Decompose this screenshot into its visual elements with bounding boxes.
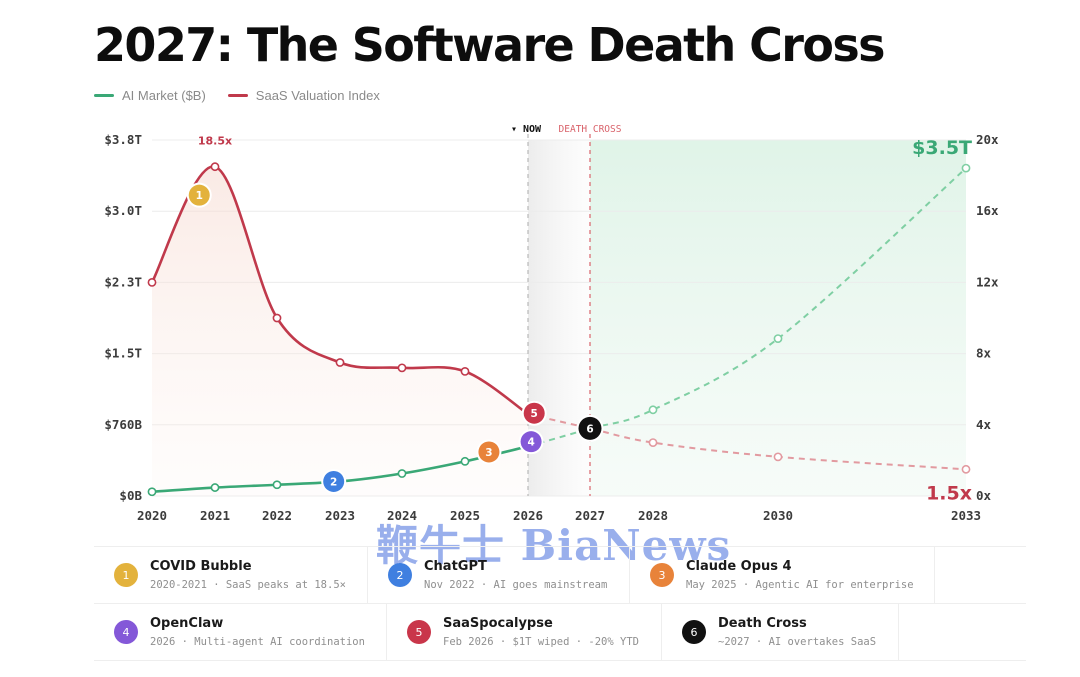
event-row: 1 COVID Bubble 2020-2021 · SaaS peaks at… <box>94 546 1026 603</box>
event-badge: 6 <box>682 620 706 644</box>
event-card-claude-opus-4[interactable]: 3 Claude Opus 4 May 2025 · Agentic AI fo… <box>630 547 935 603</box>
event-title: COVID Bubble <box>150 559 252 574</box>
watermark: 鞭牛士 BiaNews <box>376 521 732 570</box>
saas-index-point <box>460 366 470 376</box>
y-right-tick-label: 20x <box>976 132 999 147</box>
legend-swatch-saas-index <box>227 94 248 97</box>
x-tick-label: 2021 <box>200 508 230 523</box>
x-tick-label: 2028 <box>638 508 668 523</box>
y-right-tick-label: 4x <box>976 417 992 432</box>
x-tick-label: 2027 <box>575 508 605 523</box>
event-title: ChatGPT <box>424 559 487 574</box>
ai-market-point <box>648 405 658 415</box>
death-cross-chart: ▾ NOW DEATH CROSS $0B $760B $1.5T $2.3T $3.0T $… <box>104 124 999 523</box>
event-badge-5 <box>523 402 545 424</box>
x-tick-label: 2022 <box>262 508 292 523</box>
ai-market-point <box>210 483 220 492</box>
ai-end-value-annotation: $3.5T <box>912 137 972 159</box>
event-badge-2 <box>323 470 345 492</box>
event-badge-number: 6 <box>586 423 593 435</box>
event-badge-number: 2 <box>330 476 337 488</box>
y-left-tick-label: $3.0T <box>104 203 142 218</box>
event-description: Feb 2026 · $1T wiped · -20% YTD <box>443 636 639 648</box>
legend-label-ai-market: AI Market ($B) <box>122 88 206 103</box>
event-card-saaspocalypse[interactable]: 5 SaaSpocalypse Feb 2026 · $1T wiped · -… <box>387 604 662 660</box>
y-left-tick-label: $760B <box>104 417 142 432</box>
y-right-tick-label: 12x <box>976 274 999 289</box>
event-badge-1 <box>188 184 210 206</box>
legend-label-saas-index: SaaS Valuation Index <box>255 88 380 103</box>
event-badge: 1 <box>114 563 138 587</box>
event-card-covid-bubble[interactable]: 1 COVID Bubble 2020-2021 · SaaS peaks at… <box>94 547 368 603</box>
x-tick-label: 2020 <box>137 508 167 523</box>
ai-market-point <box>272 480 282 490</box>
y-left-tick-label: $3.8T <box>104 132 142 147</box>
event-badge-3 <box>478 441 500 463</box>
projection-region <box>590 140 966 496</box>
event-description: May 2025 · Agentic AI for enterprise <box>686 579 914 591</box>
y-right-tick-label: 16x <box>976 203 999 218</box>
ai-market-point <box>773 334 783 344</box>
event-description: 2026 · Multi-agent AI coordination <box>150 636 365 648</box>
death-cross-marker-label: DEATH CROSS <box>559 124 622 135</box>
legend-item-ai-market[interactable]: AI Market ($B) <box>94 88 206 103</box>
saas-area-fill <box>152 166 528 496</box>
event-badge: 5 <box>407 620 431 644</box>
saas-index-point <box>773 452 783 462</box>
saas-index-point <box>961 464 971 474</box>
x-tick-label: 2030 <box>763 508 793 523</box>
event-title: OpenClaw <box>150 616 224 631</box>
event-badge: 2 <box>388 563 412 587</box>
event-badge-number: 1 <box>196 190 203 202</box>
event-title: SaaSpocalypse <box>443 616 553 631</box>
saas-end-value-annotation: 1.5x <box>926 482 972 504</box>
ai-market-point <box>147 487 157 497</box>
saas-index-point <box>147 277 157 287</box>
saas-index-point <box>210 162 220 172</box>
event-row: 4 OpenClaw 2026 · Multi-agent AI coordin… <box>94 603 1026 661</box>
saas-index-point <box>648 438 658 447</box>
event-title: Death Cross <box>718 616 807 631</box>
event-title: Claude Opus 4 <box>686 559 792 574</box>
event-badge-number: 3 <box>485 447 492 459</box>
x-tick-label: 2026 <box>513 508 543 523</box>
page-title: 2027: The Software Death Cross <box>94 18 886 72</box>
ai-market-point <box>397 469 407 478</box>
event-description: ~2027 · AI overtakes SaaS <box>718 636 877 648</box>
legend-item-saas-index[interactable]: SaaS Valuation Index <box>227 88 380 103</box>
x-tick-label: 2025 <box>450 508 480 523</box>
event-badge-6 <box>578 416 602 440</box>
saas-index-actual-line <box>150 165 530 416</box>
y-left-tick-label: $2.3T <box>104 274 142 289</box>
event-description: Nov 2022 · AI goes mainstream <box>424 579 608 591</box>
event-badge-number: 4 <box>527 437 534 449</box>
event-badge: 4 <box>114 620 138 644</box>
saas-index-point <box>397 363 407 373</box>
event-description: 2020-2021 · SaaS peaks at 18.5× <box>150 579 346 591</box>
ai-market-point <box>961 163 971 173</box>
y-left-tick-label: $1.5T <box>104 346 142 361</box>
event-card-chatgpt[interactable]: 2 ChatGPT Nov 2022 · AI goes mainstream <box>368 547 630 603</box>
x-tick-label: 2024 <box>387 508 417 523</box>
ai-market-point <box>460 456 470 466</box>
event-card-openclaw[interactable]: 4 OpenClaw 2026 · Multi-agent AI coordin… <box>94 604 387 660</box>
event-badge-number: 5 <box>531 408 538 420</box>
peak-annotation: 18.5x <box>198 135 232 148</box>
y-right-tick-label: 8x <box>976 346 992 361</box>
x-tick-label: 2033 <box>951 508 981 523</box>
y-right-tick-label: 0x <box>976 488 992 503</box>
event-badge-4 <box>520 431 542 453</box>
event-badge: 3 <box>650 563 674 587</box>
now-marker-label: ▾ NOW <box>511 124 542 135</box>
saas-index-point <box>272 313 282 323</box>
legend-swatch-ai-market <box>94 94 114 97</box>
event-card-death-cross[interactable]: 6 Death Cross ~2027 · AI overtakes SaaS <box>662 604 899 660</box>
saas-index-point <box>335 358 345 367</box>
event-list: 1 COVID Bubble 2020-2021 · SaaS peaks at… <box>94 546 1026 661</box>
chart-legend: AI Market ($B) SaaS Valuation Index <box>94 88 380 103</box>
y-left-tick-label: $0B <box>119 488 142 503</box>
x-tick-label: 2023 <box>325 508 355 523</box>
